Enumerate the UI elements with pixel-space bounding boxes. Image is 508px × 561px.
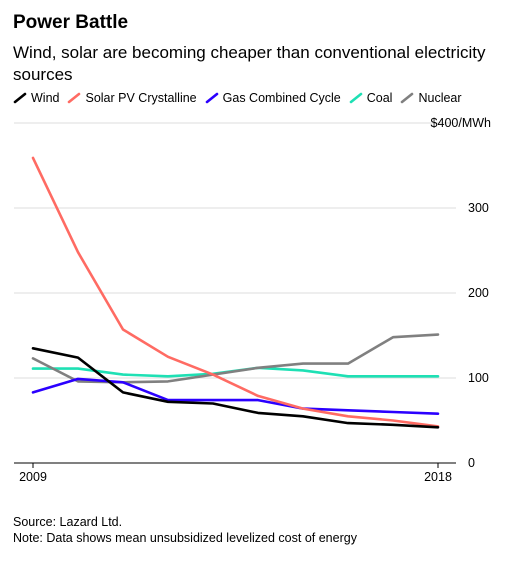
y-tick-label: 200 bbox=[468, 286, 489, 300]
legend-label: Solar PV Crystalline bbox=[85, 91, 197, 105]
series-line-wind bbox=[31, 346, 440, 429]
legend-swatch-icon bbox=[67, 91, 81, 105]
chart-footer: Source: Lazard Ltd. Note: Data shows mea… bbox=[13, 514, 357, 546]
x-tick-label: 2018 bbox=[424, 470, 452, 484]
y-tick-label: 100 bbox=[468, 371, 489, 385]
legend-item: Nuclear bbox=[400, 91, 462, 105]
chart-title: Power Battle bbox=[13, 12, 129, 33]
legend-label: Coal bbox=[366, 91, 393, 105]
legend-swatch-icon bbox=[205, 91, 219, 105]
y-tick-label: 300 bbox=[468, 201, 489, 215]
legend-item: Solar PV Crystalline bbox=[67, 91, 197, 105]
source-note: Source: Lazard Ltd. bbox=[13, 515, 123, 529]
legend: Wind Solar PV Crystalline Gas Combined Cyc… bbox=[13, 91, 470, 105]
data-note: Note: Data shows mean unsubsidized level… bbox=[13, 531, 357, 545]
legend-item: Coal bbox=[349, 91, 393, 105]
line-chart: $400/MWh 300 200 100 0 2009 2018 bbox=[14, 116, 491, 484]
legend-label: Wind bbox=[31, 91, 60, 105]
y-tick-label: 0 bbox=[468, 456, 475, 470]
chart-subtitle: Wind, solar are becoming cheaper than co… bbox=[13, 43, 486, 84]
legend-item: Wind bbox=[13, 91, 59, 105]
legend-swatch-icon bbox=[400, 91, 414, 105]
y-tick-label: $400/MWh bbox=[431, 116, 491, 130]
series-line-gas-combined-cycle bbox=[31, 377, 440, 416]
legend-label: Nuclear bbox=[418, 91, 462, 105]
legend-swatch-icon bbox=[349, 91, 363, 105]
x-tick-label: 2009 bbox=[19, 470, 47, 484]
legend-swatch-icon bbox=[13, 91, 27, 105]
legend-item: Gas Combined Cycle bbox=[205, 91, 341, 105]
series-line-solar-pv-crystalline bbox=[31, 156, 440, 428]
legend-label: Gas Combined Cycle bbox=[222, 91, 341, 105]
